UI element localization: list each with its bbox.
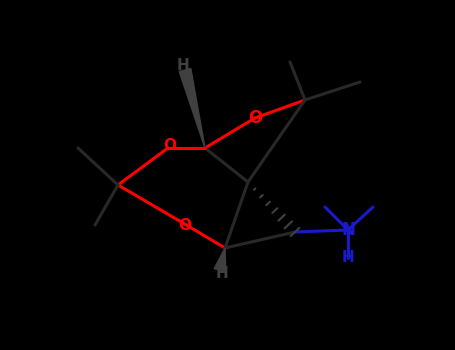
Polygon shape	[179, 69, 205, 148]
Text: N: N	[341, 221, 355, 239]
Text: O: O	[163, 139, 177, 154]
Polygon shape	[214, 248, 226, 271]
Text: H: H	[177, 58, 189, 74]
Text: O: O	[248, 109, 262, 127]
Text: O: O	[178, 217, 192, 232]
Text: H: H	[216, 266, 228, 281]
Text: H: H	[342, 251, 354, 266]
